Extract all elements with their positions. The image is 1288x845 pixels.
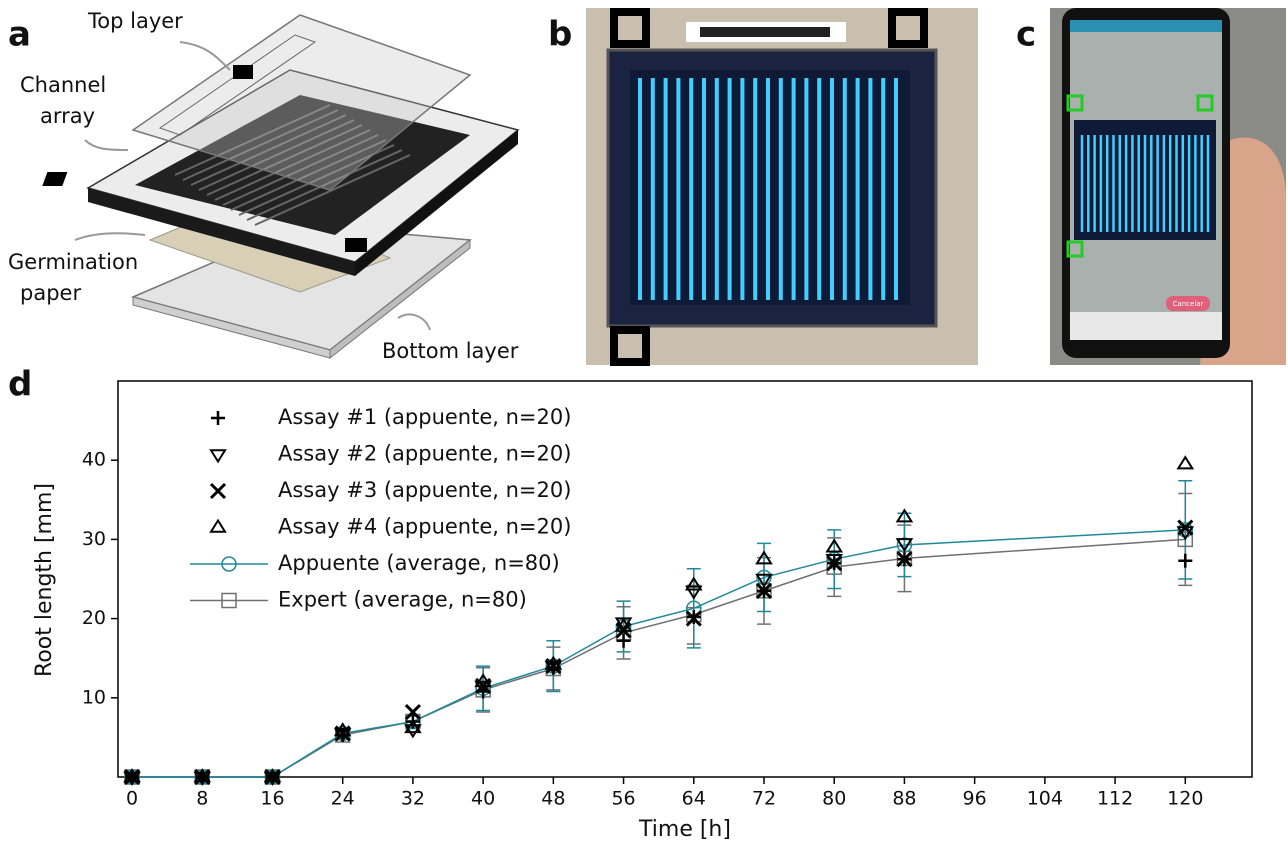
marker: [123, 768, 141, 783]
legend-marker: [211, 411, 225, 425]
callout: Channel: [20, 73, 106, 97]
callout: Bottom layer: [382, 339, 519, 363]
x-tick-label: 88: [892, 788, 916, 810]
marker: [334, 725, 351, 742]
marker: [825, 538, 844, 553]
panel-label: b: [548, 15, 572, 55]
series-line: [132, 538, 1186, 778]
button-label: Cancelar: [1173, 300, 1204, 308]
marker: [263, 768, 282, 783]
y-tick-label: 10: [82, 686, 106, 708]
y-tick-label: 40: [82, 449, 106, 471]
x-tick-label: 48: [541, 788, 565, 810]
marker: [193, 768, 212, 783]
marker: [896, 551, 913, 568]
legend-label: Expert (average, n=80): [278, 588, 527, 612]
callout: array: [40, 104, 95, 128]
marker: [895, 538, 914, 553]
callout: paper: [20, 281, 81, 305]
x-axis-label: Time [h]: [638, 817, 731, 842]
legend-label: Assay #4 (appuente, n=20): [278, 515, 571, 539]
legend-label: Assay #1 (appuente, n=20): [278, 405, 571, 429]
x-tick-label: 104: [1027, 788, 1063, 810]
x-tick-label: 112: [1097, 788, 1133, 810]
marker: [755, 573, 773, 588]
panel-b-photo: [586, 8, 978, 366]
x-tick-label: 24: [331, 788, 355, 810]
legend-marker: [209, 518, 227, 533]
x-tick-label: 0: [126, 788, 138, 810]
x-tick-label: 80: [822, 788, 846, 810]
marker: [685, 610, 702, 627]
marker: [474, 673, 492, 688]
marker: [826, 551, 842, 567]
callout: Top layer: [87, 9, 183, 33]
marker: [544, 655, 563, 670]
x-tick-label: 120: [1167, 788, 1203, 810]
x-tick-label: 8: [196, 788, 208, 810]
marker: [755, 550, 773, 565]
marker: [333, 722, 352, 737]
marker: [404, 703, 421, 721]
marker: [615, 618, 632, 635]
legend-label: Assay #2 (appuente, n=20): [278, 442, 571, 466]
marker: [756, 569, 772, 586]
marker: [545, 658, 562, 675]
marker: [1176, 455, 1195, 470]
x-tick-label: 56: [611, 788, 635, 810]
x-tick-label: 96: [963, 788, 987, 810]
marker: [1177, 531, 1194, 548]
y-tick-label: 30: [82, 528, 106, 550]
panel-c-photo: [1050, 8, 1286, 365]
marker: [404, 724, 422, 739]
marker: [684, 576, 703, 591]
legend-marker: [221, 592, 237, 609]
legend-label: Appuente (average, n=80): [278, 551, 560, 575]
marker: [755, 582, 773, 599]
y-axis-label: Root length [mm]: [32, 483, 57, 677]
panel-label: d: [8, 365, 32, 405]
marker: [895, 508, 914, 523]
x-tick-label: 32: [401, 788, 425, 810]
x-tick-label: 40: [471, 788, 495, 810]
marker: [684, 585, 703, 600]
marker: [616, 633, 631, 648]
x-tick-label: 16: [260, 788, 284, 810]
marker: [826, 555, 843, 572]
legend-marker: [221, 556, 237, 572]
legend-marker: [209, 449, 227, 464]
panel-label: c: [1016, 15, 1036, 55]
callout: Germination: [8, 250, 138, 274]
chart: Time [h] Root length [mm] 0 8 16 24 32 40 48 56…: [32, 380, 1253, 842]
legend-label: Assay #3 (appuente, n=20): [278, 478, 571, 502]
marker: [404, 719, 422, 734]
y-tick-label: 20: [82, 607, 106, 629]
panel-label: a: [8, 15, 31, 55]
panel-a-diagram: [42, 14, 520, 360]
marker: [614, 617, 633, 632]
x-tick-label: 72: [752, 788, 776, 810]
marker: [1178, 553, 1193, 568]
marker: [1177, 519, 1194, 536]
x-tick-label: 64: [682, 788, 706, 810]
plot-frame: [117, 380, 1253, 778]
legend-marker: [209, 482, 227, 500]
